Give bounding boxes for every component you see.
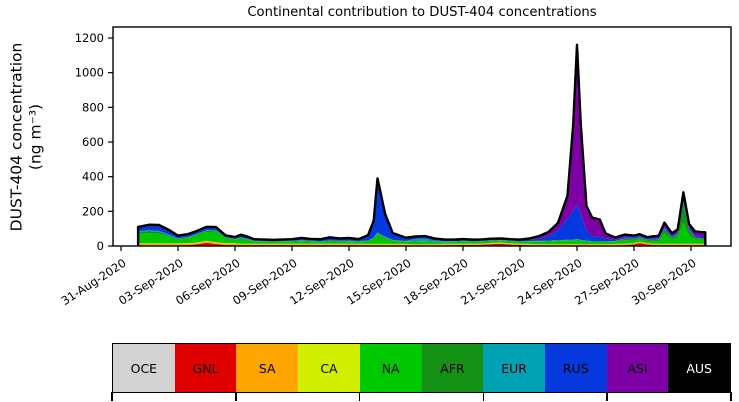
area-RUS: [138, 180, 706, 242]
y-tick-label: 200: [82, 204, 104, 218]
legend-label-AFR: AFR: [440, 360, 465, 376]
legend-axis-tick: [606, 392, 608, 401]
legend-label-ASI: ASI: [627, 360, 648, 376]
y-axis-label-line2: (ng m⁻³): [27, 103, 45, 171]
legend-label-OCE: OCE: [130, 360, 158, 376]
legend-item-RUS: RUS: [544, 344, 607, 392]
legend-item-OCE: OCE: [113, 344, 175, 392]
area-NA: [138, 222, 706, 245]
legend-item-NA: NA: [359, 344, 422, 392]
y-axis-label-line1: DUST-404 concentration: [7, 42, 26, 232]
legend-label-AUS: AUS: [686, 360, 712, 376]
legend-axis-tick: [730, 392, 732, 401]
legend-item-AUS: AUS: [668, 344, 731, 392]
y-tick-label: 400: [82, 170, 104, 184]
legend-axis-tick: [358, 392, 361, 401]
total-outline: [136, 43, 707, 246]
y-tick-label: 1000: [75, 66, 104, 80]
y-tick-label: 0: [97, 239, 104, 253]
legend-label-SA: SA: [258, 360, 276, 376]
y-tick-label: 1200: [75, 31, 104, 45]
legend-item-SA: SA: [236, 344, 299, 392]
legend-label-EUR: EUR: [501, 360, 527, 376]
legend-item-AFR: AFR: [421, 344, 484, 392]
y-tick-label: 800: [82, 100, 104, 114]
x-tick-label: 30-Sep-2020: [629, 256, 699, 308]
y-tick-label: 600: [82, 135, 104, 149]
legend-item-GNL: GNL: [174, 344, 237, 392]
legend-axis-tick: [482, 392, 485, 401]
legend-label-CA: CA: [320, 360, 338, 376]
legend-axis-tick: [111, 392, 113, 401]
legend-item-ASI: ASI: [606, 344, 669, 392]
legend-label-NA: NA: [381, 360, 400, 376]
plot-border: [112, 26, 732, 247]
legend-item-CA: CA: [298, 344, 360, 392]
area-SA: [138, 241, 706, 246]
legend-item-EUR: EUR: [483, 344, 545, 392]
plot-background: [113, 27, 731, 246]
legend: OCE GNL SA CA NA AFR EUR RUS ASI AUS: [112, 343, 731, 393]
chart-title: Continental contribution to DUST-404 con…: [247, 5, 597, 20]
legend-label-GNL: GNL: [192, 360, 219, 376]
legend-label-RUS: RUS: [562, 360, 589, 376]
legend-axis-tick: [235, 392, 237, 401]
y-axis-label: DUST-404 concentration (ng m⁻³): [8, 43, 47, 232]
